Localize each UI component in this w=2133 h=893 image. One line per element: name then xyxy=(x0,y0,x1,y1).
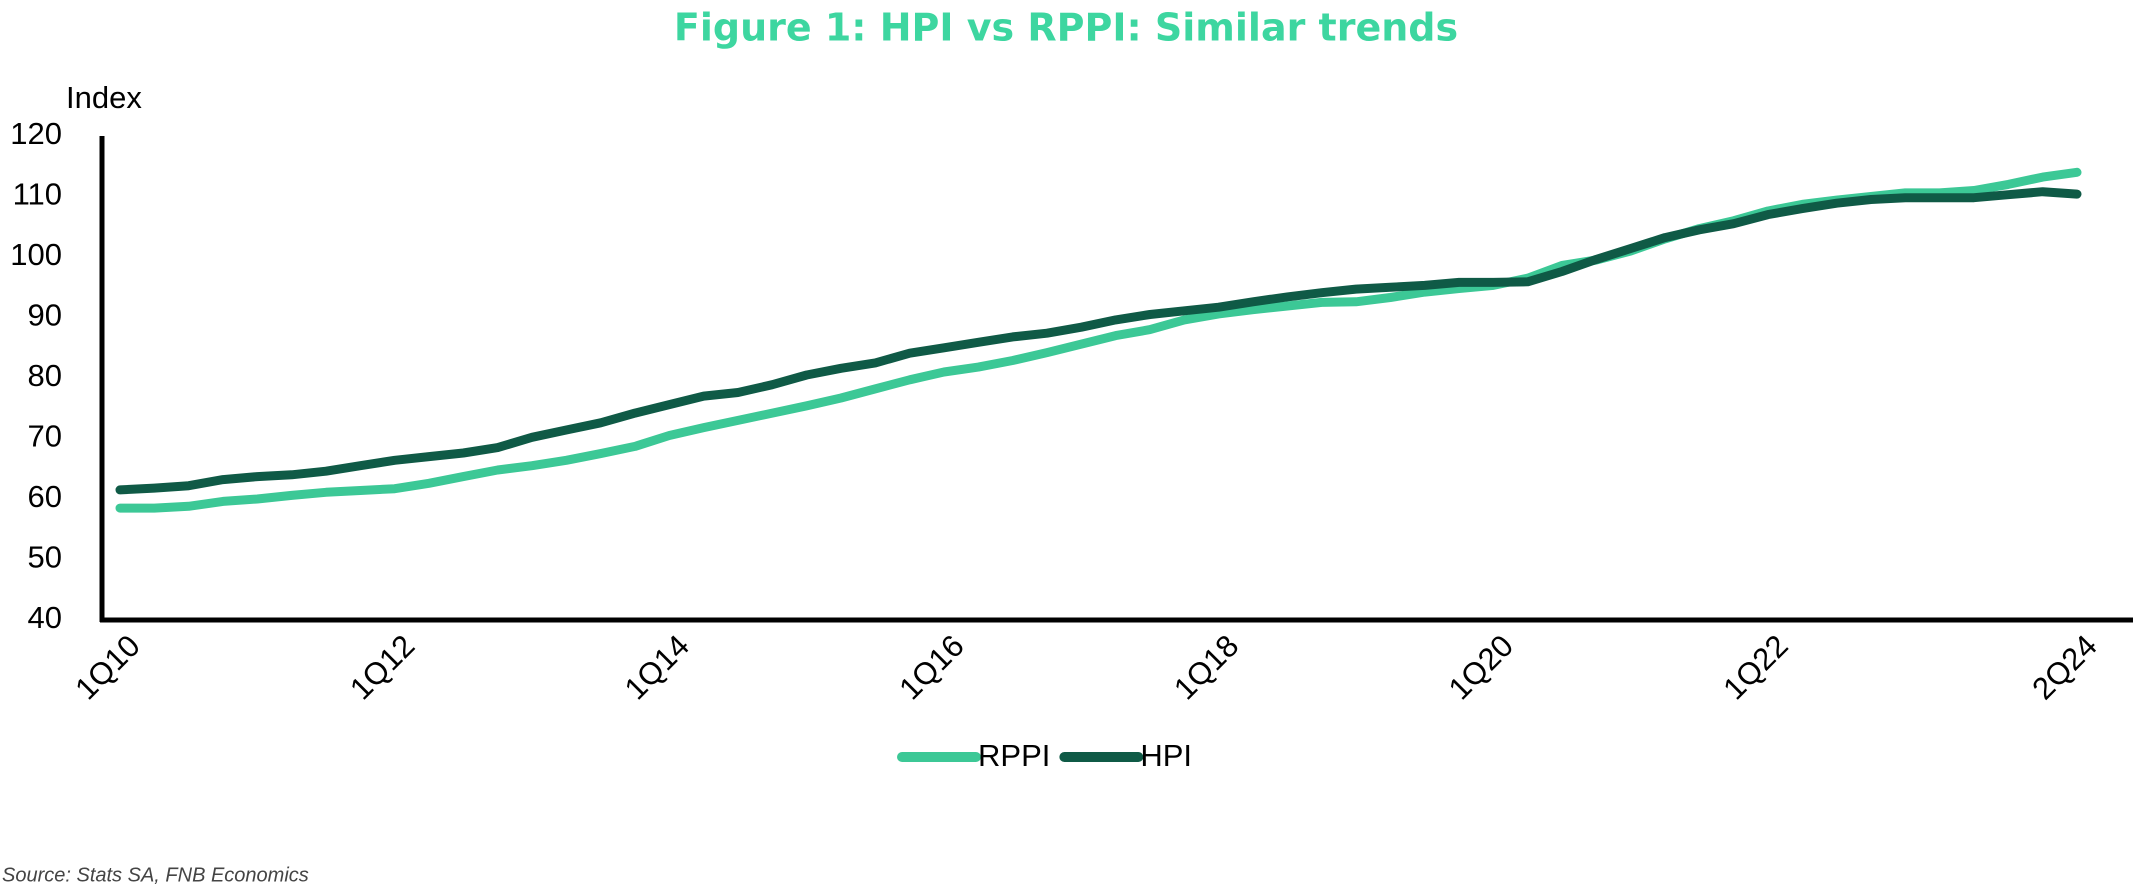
y-tick-label: 80 xyxy=(28,358,62,393)
y-axis-label: Index xyxy=(66,80,142,115)
x-tick-label: 1Q14 xyxy=(618,628,696,706)
y-tick-label: 110 xyxy=(13,177,62,212)
x-tick-label: 1Q22 xyxy=(1716,628,1794,706)
y-tick-label: 60 xyxy=(28,479,62,514)
x-tick-label: 1Q10 xyxy=(68,628,146,706)
x-tick-label: 1Q18 xyxy=(1167,628,1245,706)
x-tick-label: 2Q24 xyxy=(2025,628,2103,706)
y-tick-label: 90 xyxy=(28,298,62,333)
chart-title: Figure 1: HPI vs RPPI: Similar trends xyxy=(674,6,1458,50)
y-tick-label: 40 xyxy=(28,600,62,635)
y-tick-label: 100 xyxy=(10,237,62,272)
y-tick-label: 50 xyxy=(28,540,62,575)
x-tick-label: 1Q20 xyxy=(1442,628,1520,706)
x-tick-label: 1Q16 xyxy=(892,628,970,706)
x-tick-label: 1Q12 xyxy=(343,628,421,706)
legend-label: RPPI xyxy=(978,738,1050,773)
legend-label: HPI xyxy=(1140,738,1192,773)
y-tick-label: 120 xyxy=(10,116,62,151)
series-line xyxy=(115,187,2082,495)
source: Source: Stats SA, FNB Economics xyxy=(2,864,309,886)
y-tick-label: 70 xyxy=(28,419,62,454)
